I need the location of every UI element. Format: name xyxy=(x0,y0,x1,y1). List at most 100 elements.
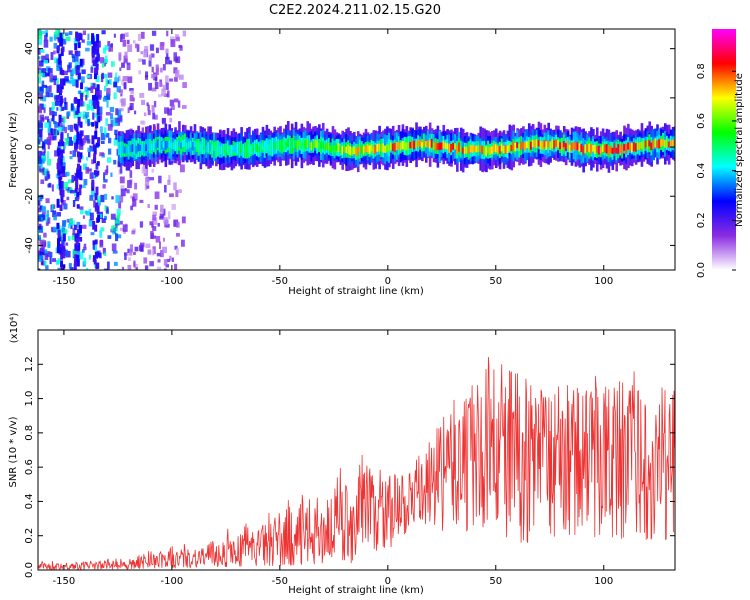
spectrogram-noise-cell xyxy=(105,118,109,126)
spectrogram-noise-cell xyxy=(167,179,171,186)
spectrogram-noise-cell xyxy=(96,170,100,176)
spectrogram-noise-cell xyxy=(82,58,85,66)
spectrogram-noise-cell xyxy=(103,172,106,180)
spectrogram-noise-cell xyxy=(70,78,75,85)
spectrogram-noise-cell xyxy=(127,248,130,253)
spectrogram-noise-cell xyxy=(69,156,73,160)
spectrogram-band-cell xyxy=(648,140,652,147)
spectrogram-band-cell xyxy=(374,145,378,155)
spectrogram-noise-cell xyxy=(74,43,78,51)
spectrogram-noise-cell xyxy=(119,34,123,43)
spectrogram-noise-cell xyxy=(142,59,146,65)
spectrogram-band-cell xyxy=(592,145,595,152)
spectrogram-noise-cell xyxy=(164,219,169,226)
spectrogram-band-cell xyxy=(360,144,364,155)
spectrogram-noise-cell xyxy=(60,194,64,203)
spectrogram-band-cell xyxy=(267,144,271,151)
spectrogram-noise-cell xyxy=(80,82,84,90)
spectrogram-noise-cell xyxy=(38,194,41,199)
spectrogram-noise-cell xyxy=(57,141,61,147)
spectrogram-noise-cell xyxy=(85,47,90,52)
spectrogram-noise-cell xyxy=(43,59,49,64)
spectrogram-noise-cell xyxy=(144,177,150,186)
spectrogram-noise-cell xyxy=(177,100,181,108)
spectrogram-noise-cell xyxy=(92,112,95,120)
spectrogram-noise-cell xyxy=(99,106,103,115)
spectrogram-noise-cell xyxy=(162,64,166,71)
spectrogram-band-cell xyxy=(224,146,228,155)
spectrogram-band-cell xyxy=(316,140,319,149)
spectrogram-noise-cell xyxy=(78,165,82,173)
spectrogram-noise-cell xyxy=(54,150,59,157)
spectrogram-noise-cell xyxy=(92,94,96,101)
spectrogram-noise-cell xyxy=(47,119,50,123)
spectrogram-band-cell xyxy=(135,145,138,154)
spectrogram-noise-cell xyxy=(99,126,103,133)
spectrogram-noise-cell xyxy=(157,223,160,227)
spectrogram-band-cell xyxy=(559,142,562,150)
spectrogram-noise-cell xyxy=(134,264,139,270)
spectrogram-noise-cell xyxy=(64,126,67,134)
spectrogram-noise-cell xyxy=(92,241,95,250)
spectrogram-band-cell xyxy=(477,144,481,153)
spectrogram-noise-cell xyxy=(57,127,63,132)
spectrogram-noise-cell xyxy=(103,252,107,256)
spectrogram-noise-cell xyxy=(130,205,134,211)
spectrogram-noise-cell xyxy=(46,170,50,177)
spectrogram-noise-cell xyxy=(146,185,150,189)
spectrogram-noise-cell xyxy=(124,188,127,192)
spectrogram-noise-cell xyxy=(87,119,90,127)
spectrogram-noise-cell xyxy=(178,189,182,193)
spectrogram-noise-cell xyxy=(94,67,98,75)
spectrogram-noise-cell xyxy=(46,210,49,217)
spectrogram-noise-cell xyxy=(175,69,180,78)
spectrogram-noise-cell xyxy=(111,196,114,200)
spectrogram-noise-cell xyxy=(107,235,112,239)
spectrogram-band-cell xyxy=(236,144,240,154)
spectrogram-noise-cell xyxy=(123,81,127,90)
spectrogram-band-cell xyxy=(337,143,341,153)
spectrogram-band-cell xyxy=(277,140,280,150)
spectrogram-noise-cell xyxy=(166,52,169,60)
spectrogram-noise-cell xyxy=(95,75,100,83)
spectrogram-noise-cell xyxy=(64,97,67,105)
spectrogram-noise-cell xyxy=(47,68,53,74)
spectrogram-noise-cell xyxy=(122,76,128,82)
spectrogram-noise-cell xyxy=(89,172,94,179)
spectrogram-noise-cell xyxy=(61,189,65,198)
spectrogram-noise-cell xyxy=(94,41,98,48)
spectrogram-band-cell xyxy=(489,146,492,155)
spectrogram-noise-cell xyxy=(86,156,89,161)
snr-ticks: -150 -100 -50 0 50 100 0.0 0.2 0.4 0.6 0.8 1.0 1.2 xyxy=(24,330,675,587)
spectrogram-noise-cell xyxy=(64,76,69,82)
spectrogram-noise-cell xyxy=(157,259,161,263)
spectrogram-band-cell xyxy=(251,144,255,153)
spectrogram-noise-cell xyxy=(59,95,63,105)
spectrogram-noise-cell xyxy=(88,208,92,216)
snr-frame xyxy=(37,329,676,571)
spectrogram-noise-cell xyxy=(69,218,73,224)
spectrogram-noise-cell xyxy=(136,44,140,52)
spectrogram-noise-cell xyxy=(42,72,46,78)
spectrogram-noise-cell xyxy=(53,128,56,135)
spectrogram-noise-cell xyxy=(165,264,169,268)
spectrogram-noise-cell xyxy=(77,98,81,108)
spectrogram-noise-cell xyxy=(61,166,65,174)
spectrogram-noise-cell xyxy=(91,56,95,64)
spectrogram-noise-cell xyxy=(56,222,60,230)
spectrogram-noise-cell xyxy=(76,221,81,229)
spectrogram-band-cell xyxy=(424,141,428,148)
spectrogram-noise-cell xyxy=(173,98,179,103)
spectrogram-noise-cell xyxy=(178,74,184,80)
spectrogram-band-cell xyxy=(547,140,550,148)
spectrogram-noise-cell xyxy=(44,176,49,180)
spectrogram-noise-cell xyxy=(67,125,71,131)
spectrogram-noise-cell xyxy=(106,94,111,100)
spectrogram-noise-cell xyxy=(121,98,126,106)
spectrogram-noise-cell xyxy=(96,106,100,116)
spectrogram-noise-cell xyxy=(169,99,175,107)
spectrogram-noise-cell xyxy=(58,164,62,171)
spectrogram-band-cell xyxy=(430,138,434,148)
spectrogram-noise-cell xyxy=(60,79,64,87)
spectrogram-band-cell xyxy=(170,142,173,150)
